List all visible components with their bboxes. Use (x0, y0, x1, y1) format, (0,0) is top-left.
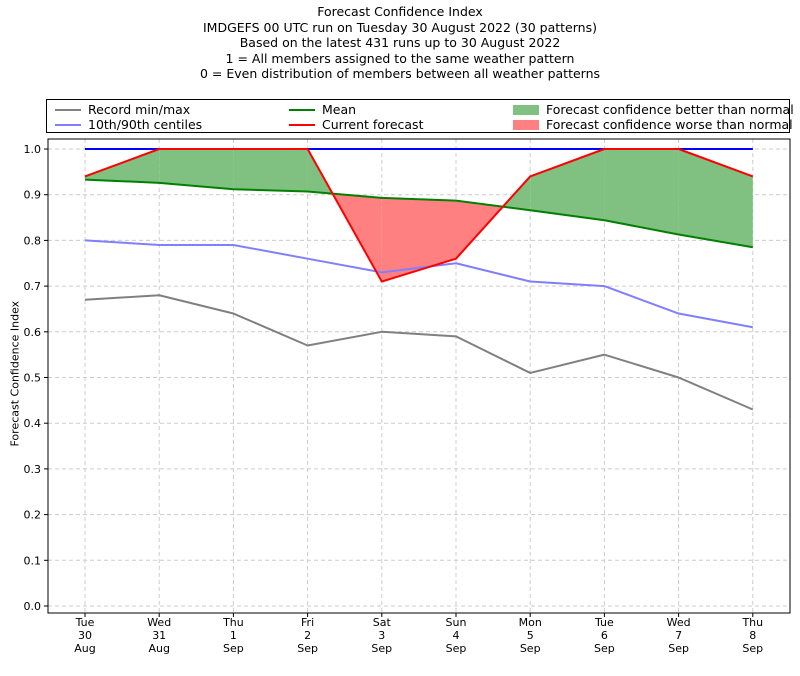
fill-better-than-normal (530, 149, 605, 221)
y-tick-label: 0.5 (24, 372, 42, 385)
y-axis-label: Forecast Confidence Index (8, 300, 22, 447)
x-tick-label: Sat (373, 616, 392, 629)
series-line-10th-centile (84, 239, 753, 329)
y-tick-label: 0.3 (24, 463, 42, 476)
fill-better-than-normal (678, 149, 753, 248)
legend-label-better: Forecast confidence better than normal (546, 102, 794, 117)
series-line-record-min (84, 294, 754, 411)
y-tick-label: 0.4 (24, 417, 42, 430)
x-tick-label: 3 (378, 629, 385, 642)
x-tick-label: Sep (520, 642, 541, 655)
x-tick-label: Wed (147, 616, 171, 629)
legend-swatch-record (55, 108, 81, 111)
legend-entry-centiles: 10th/90th centiles (55, 117, 202, 132)
y-tick-label: 0.0 (24, 600, 42, 613)
chart-subtitle-scale-min: 0 = Even distribution of members between… (199, 66, 601, 81)
x-tick-label: 6 (601, 629, 608, 642)
legend-entry-record: Record min/max (55, 102, 190, 117)
legend-label-worse: Forecast confidence worse than normal (546, 117, 793, 132)
y-tick-label: 0.9 (24, 189, 42, 202)
legend-swatch-current (289, 123, 315, 126)
x-tick-label: Sun (446, 616, 467, 629)
x-tick-label: 4 (453, 629, 460, 642)
x-tick-label: Fri (301, 616, 314, 629)
legend-swatch-centiles (55, 123, 81, 126)
x-tick-label: Thu (222, 616, 244, 629)
x-tick-label: Aug (148, 642, 169, 655)
fill-better-than-normal (159, 149, 234, 190)
fill-worse-than-normal (381, 197, 456, 282)
x-tick-label: 2 (304, 629, 311, 642)
x-tick-label: Sep (446, 642, 467, 655)
y-tick-label: 0.8 (24, 234, 42, 247)
x-tick-label: 5 (527, 629, 534, 642)
x-tick-label: Mon (519, 616, 542, 629)
x-tick-label: 8 (749, 629, 756, 642)
plot-frame (47, 138, 791, 614)
chart-subtitle-scale-max: 1 = All members assigned to the same wea… (225, 50, 575, 66)
chart-subtitle-basis: Based on the latest 431 runs up to 30 Au… (239, 35, 561, 50)
legend-label-mean: Mean (322, 102, 357, 117)
y-tick-label: 1.0 (24, 143, 42, 156)
chart-title-block: Forecast Confidence Index IMDGEFS 00 UTC… (0, 4, 800, 82)
legend-entry-better: Forecast confidence better than normal (513, 102, 794, 117)
fill-better-than-normal (604, 149, 679, 235)
legend-entry-current: Current forecast (289, 117, 423, 132)
legend-entry-worse: Forecast confidence worse than normal (513, 117, 793, 132)
x-tick-label: Aug (74, 642, 95, 655)
series-line-mean (84, 178, 753, 249)
legend-swatch-mean (289, 108, 315, 111)
x-tick-label: Thu (741, 616, 763, 629)
legend-label-centiles: 10th/90th centiles (88, 117, 203, 132)
y-tick-label: 0.2 (24, 509, 42, 522)
x-tick-label: Tue (75, 616, 95, 629)
x-tick-label: Sep (223, 642, 244, 655)
fill-worse-than-normal (456, 200, 503, 259)
x-tick-label: Sep (668, 642, 689, 655)
x-tick-label: Sep (742, 642, 763, 655)
legend-label-record: Record min/max (88, 102, 191, 117)
y-tick-label: 0.6 (24, 326, 42, 339)
legend-label-current: Current forecast (322, 117, 424, 132)
fill-better-than-normal (85, 149, 160, 183)
x-tick-label: 7 (675, 629, 682, 642)
chart-subtitle-run: IMDGEFS 00 UTC run on Tuesday 30 August … (203, 19, 597, 35)
legend-swatch-worse (513, 119, 539, 130)
x-tick-label: 1 (230, 629, 237, 642)
x-tick-label: Sep (297, 642, 318, 655)
chart-legend: Record min/max 10th/90th centiles Mean C… (46, 99, 794, 133)
x-tick-label: 30 (78, 629, 92, 642)
fill-better-than-normal (233, 149, 308, 192)
x-tick-label: Wed (667, 616, 691, 629)
y-tick-label: 0.7 (24, 280, 42, 293)
x-tick-label: 31 (152, 629, 166, 642)
x-tick-label: Sep (371, 642, 392, 655)
legend-swatch-better (513, 104, 539, 115)
x-tick-label: Sep (594, 642, 615, 655)
y-tick-label: 0.1 (24, 554, 42, 567)
series-line-current-forecast (84, 148, 754, 283)
chart-title: Forecast Confidence Index (317, 4, 483, 19)
x-tick-label: Tue (594, 616, 614, 629)
legend-entry-mean: Mean (289, 102, 356, 117)
